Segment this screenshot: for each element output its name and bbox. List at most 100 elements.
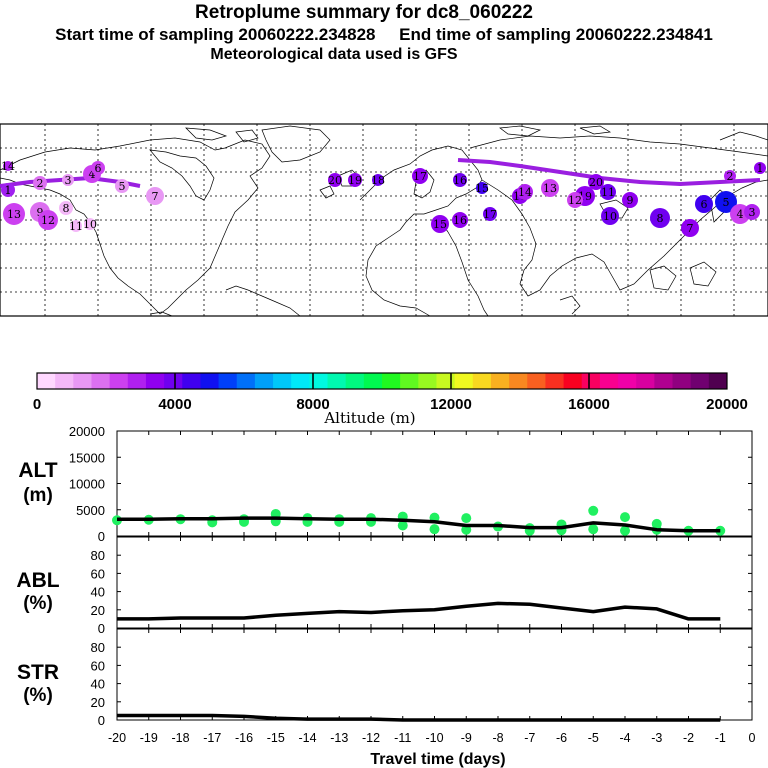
plume-marker-dot <box>3 161 13 171</box>
colorbar-swatch <box>509 373 528 389</box>
x-tick-label: -14 <box>298 731 316 745</box>
x-tick-label: -9 <box>461 731 472 745</box>
plume-marker: 20 <box>588 174 604 190</box>
colorbar-swatch <box>236 373 256 389</box>
plume-marker: 7 <box>681 219 699 237</box>
coastlines <box>0 125 768 317</box>
plume-marker: 14 <box>517 184 533 200</box>
plume-marker-dot <box>3 203 25 225</box>
colorbar-swatch <box>345 373 365 389</box>
colorbar-swatch <box>182 373 201 389</box>
plume-marker-label: 6 <box>701 198 708 211</box>
plume-marker-label: 3 <box>749 206 756 219</box>
colorbar-swatch <box>291 373 310 389</box>
plume-markers: 1234567891011121314151617181920201918171… <box>1 160 766 237</box>
plume-marker-dot <box>146 187 164 205</box>
colorbar-tick-label: 0 <box>33 396 41 413</box>
altitude-colorbar: 0 4000 8000 12000 16000 20000 Altitude (m) <box>33 372 748 427</box>
panel-ylabel: ALT <box>18 459 57 482</box>
chart-title: Retroplume summary for dc8_060222 <box>195 2 533 23</box>
end-time-label: End time of sampling 20060222.234841 <box>399 25 713 44</box>
plume-marker: 10 <box>83 218 97 231</box>
plume-marker-label: 15 <box>433 218 447 231</box>
plume-marker-label: 20 <box>589 176 603 189</box>
plume-marker: 5 <box>715 191 737 213</box>
map-gridlines <box>0 124 768 316</box>
panel-frame <box>116 628 753 721</box>
plume-marker: 2 <box>724 170 736 183</box>
panel-yunit: (%) <box>23 685 53 706</box>
time-series-panels: 05000100001500020000ALT(m)020406080ABL(%… <box>16 424 755 768</box>
plume-marker-dot <box>744 204 760 220</box>
plume-marker-label: 18 <box>371 174 385 187</box>
plume-marker-label: 14 <box>518 186 532 199</box>
y-tick-label: 80 <box>91 548 105 563</box>
panel-abl: 0 20 40 60 80 ABL(%) <box>16 536 753 636</box>
plume-marker: 12 <box>567 192 583 208</box>
y-tick-label: 0 <box>98 621 105 636</box>
plume-marker: 11 <box>69 220 83 233</box>
plume-marker: 12 <box>38 210 58 230</box>
plume-marker-dot <box>724 170 736 182</box>
plume-marker-dot <box>91 161 105 175</box>
plume-marker: 19 <box>348 173 362 187</box>
plume-marker-dot <box>567 192 583 208</box>
x-axis-title: Travel time (days) <box>370 751 505 768</box>
altitude-point <box>620 512 630 523</box>
plume-marker-label: 10 <box>83 218 97 231</box>
colorbar-tick-label: 12000 <box>430 396 472 413</box>
colorbar-swatch <box>708 373 728 389</box>
colorbar-swatch <box>545 373 565 389</box>
plume-marker-dot <box>431 215 449 233</box>
plume-marker-label: 15 <box>475 182 489 195</box>
colorbar-swatch <box>636 373 655 389</box>
plume-marker: 1 <box>1 183 15 197</box>
y-tick-label: 60 <box>91 658 105 673</box>
y-tick-label: 0 <box>98 713 105 728</box>
y-tick-label: 60 <box>91 566 105 581</box>
plume-marker: 13 <box>541 179 559 197</box>
y-tick-label: 0 <box>98 529 105 544</box>
x-tick-label: -8 <box>492 731 503 745</box>
series-line-abl <box>117 601 721 621</box>
x-tick-label: -13 <box>330 731 348 745</box>
plume-marker-label: 2 <box>37 177 44 190</box>
plume-marker-dot <box>70 220 82 232</box>
x-tick-label: -11 <box>394 731 411 745</box>
panel-yunit: (%) <box>23 593 53 614</box>
colorbar-swatch <box>127 373 147 389</box>
plume-marker-dot <box>62 174 74 186</box>
colorbar-swatch <box>563 373 583 389</box>
y-tick-label: 5000 <box>76 503 105 518</box>
plume-marker-dot <box>1 183 15 197</box>
x-tick-label: 0 <box>749 731 756 745</box>
plume-marker: 18 <box>371 174 385 187</box>
x-tick-label: -5 <box>588 731 599 745</box>
plume-marker-dot <box>588 174 604 190</box>
plume-marker-dot <box>650 208 670 228</box>
plume-marker-label: 11 <box>69 220 83 233</box>
plume-marker: 15 <box>475 182 489 195</box>
colorbar-swatch <box>145 373 165 389</box>
plume-marker: 1 <box>754 162 766 175</box>
world-map: 1234567891011121314151617181920201918171… <box>0 123 768 317</box>
altitude-point <box>588 505 599 516</box>
plume-marker-label: 19 <box>348 174 362 187</box>
colorbar-swatch <box>581 373 601 389</box>
y-tick-label: 20 <box>91 603 105 618</box>
x-tick-label: -16 <box>235 731 253 745</box>
plume-marker: 3 <box>62 174 74 187</box>
plume-marker-dot <box>412 168 428 184</box>
colorbar-swatch <box>599 373 619 389</box>
colorbar-swatch <box>436 373 456 389</box>
plume-marker-dot <box>328 173 342 187</box>
plume-marker: 10 <box>601 207 619 225</box>
altitude-point <box>588 524 599 535</box>
colorbar-swatch <box>254 373 274 389</box>
plume-marker-dot <box>348 173 362 187</box>
plume-marker-dot <box>38 210 58 230</box>
plume-marker: 14 <box>1 160 15 173</box>
plume-marker-label: 5 <box>119 180 126 193</box>
plume-marker-dot <box>695 195 713 213</box>
